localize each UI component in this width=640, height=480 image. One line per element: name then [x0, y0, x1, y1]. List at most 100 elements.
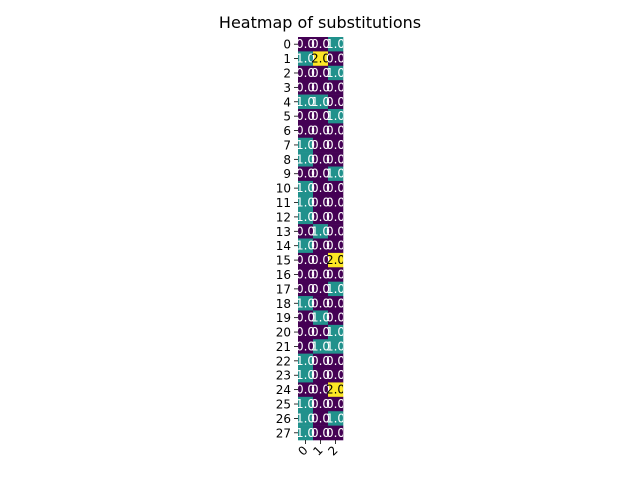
heatmap-cell: [298, 65, 314, 81]
cell-value-label: 0.0: [326, 95, 345, 109]
heatmap-cell: [298, 425, 314, 441]
heatmap-cell: [298, 310, 314, 326]
heatmap-cell: [328, 166, 344, 182]
cell-value-label: 0.0: [326, 138, 345, 152]
heatmap-cell: [328, 382, 344, 398]
cell-value-label: 0.0: [311, 267, 330, 281]
heatmap-cell: [298, 123, 314, 139]
y-tick-label: 18: [276, 297, 291, 311]
cell-value-label: 0.0: [311, 152, 330, 166]
heatmap-cell: [328, 324, 344, 340]
cell-value-label: 0.0: [296, 339, 315, 353]
cell-value-label: 2.0: [326, 383, 345, 397]
heatmap-cell: [313, 137, 329, 153]
cell-value-label: 0.0: [296, 311, 315, 325]
heatmap-cell: [313, 324, 329, 340]
heatmap-cell: [328, 209, 344, 225]
heatmap-cell: [313, 195, 329, 211]
y-tick-label: 24: [276, 383, 291, 397]
cell-value-label: 1.0: [311, 95, 330, 109]
y-tick-label: 2: [283, 66, 291, 80]
y-axis: 0123456789101112131415161718192021222324…: [276, 38, 298, 440]
cell-value-label: 0.0: [326, 80, 345, 94]
heatmap-cell: [298, 281, 314, 297]
y-tick-label: 8: [283, 153, 291, 167]
cell-value-label: 1.0: [326, 339, 345, 353]
cell-value-label: 0.0: [296, 282, 315, 296]
cell-value-label: 0.0: [326, 52, 345, 66]
cell-value-label: 0.0: [311, 210, 330, 224]
cell-value-label: 2.0: [326, 253, 345, 267]
cell-value-label: 0.0: [296, 253, 315, 267]
heatmap-cell: [313, 281, 329, 297]
cell-value-label: 0.0: [311, 325, 330, 339]
heatmap-cell: [298, 152, 314, 167]
cell-value-label: 0.0: [326, 152, 345, 166]
cell-value-label: 0.0: [296, 66, 315, 80]
heatmap-cell: [328, 368, 344, 383]
cell-value-label: 0.0: [326, 368, 345, 382]
heatmap-cell: [313, 238, 329, 254]
heatmap-cell: [328, 267, 344, 282]
cell-value-label: 0.0: [296, 224, 315, 238]
y-tick-label: 3: [283, 81, 291, 95]
cell-value-label: 0.0: [311, 196, 330, 210]
cell-value-label: 0.0: [296, 267, 315, 281]
cell-value-label: 0.0: [296, 80, 315, 94]
heatmap-cell: [298, 180, 314, 196]
heatmap-cell: [328, 310, 344, 326]
heatmap-cell: [328, 252, 344, 268]
cell-value-label: 0.0: [326, 124, 345, 138]
cell-value-label: 0.0: [296, 383, 315, 397]
y-tick-label: 15: [276, 254, 291, 268]
cell-value-label: 1.0: [326, 411, 345, 425]
cell-value-label: 1.0: [326, 325, 345, 339]
heatmap-cell: [328, 339, 344, 354]
heatmap-cell: [313, 339, 329, 354]
cell-value-label: 1.0: [296, 426, 315, 440]
heatmap-cell: [298, 37, 314, 52]
cell-value-label: 1.0: [311, 339, 330, 353]
y-tick-label: 14: [276, 239, 291, 253]
heatmap-cell: [313, 396, 329, 412]
cell-value-label: 0.0: [311, 426, 330, 440]
heatmap-cell: [313, 51, 329, 67]
heatmap-cell: [328, 425, 344, 441]
heatmap-cell: [328, 224, 344, 239]
cell-value-label: 0.0: [296, 167, 315, 181]
cell-value-label: 0.0: [311, 282, 330, 296]
heatmap-cell: [328, 195, 344, 211]
heatmap-cell: [313, 411, 329, 426]
cell-value-label: 1.0: [296, 368, 315, 382]
heatmap-cell: [298, 166, 314, 182]
heatmap-cell: [328, 396, 344, 412]
heatmap-cell: [298, 252, 314, 268]
cell-value-label: 0.0: [296, 124, 315, 138]
y-tick-label: 23: [276, 369, 291, 383]
cell-value-label: 1.0: [326, 66, 345, 80]
cell-value-label: 1.0: [296, 181, 315, 195]
cell-value-label: 0.0: [326, 181, 345, 195]
heatmap-cell: [328, 180, 344, 196]
heatmap-cell: [298, 296, 314, 311]
heatmap-cell: [313, 267, 329, 282]
y-tick-label: 25: [276, 398, 291, 412]
heatmap-cell: [313, 296, 329, 311]
cell-value-label: 1.0: [296, 411, 315, 425]
y-tick-label: 13: [276, 225, 291, 239]
heatmap-cell: [298, 339, 314, 354]
cell-value-label: 1.0: [296, 95, 315, 109]
heatmap-cell: [313, 382, 329, 398]
cell-value-label: 1.0: [326, 109, 345, 123]
cell-value-label: 1.0: [326, 282, 345, 296]
heatmap-cell: [328, 281, 344, 297]
heatmap-cell-labels: 0.00.01.01.02.00.00.00.01.00.00.00.01.01…: [296, 37, 345, 440]
heatmap-cell: [313, 425, 329, 441]
cell-value-label: 0.0: [296, 37, 315, 51]
heatmap-cell: [298, 108, 314, 124]
heatmap-cell: [298, 396, 314, 412]
cell-value-label: 0.0: [296, 109, 315, 123]
heatmap-cell: [328, 80, 344, 95]
heatmap-cell: [298, 209, 314, 225]
